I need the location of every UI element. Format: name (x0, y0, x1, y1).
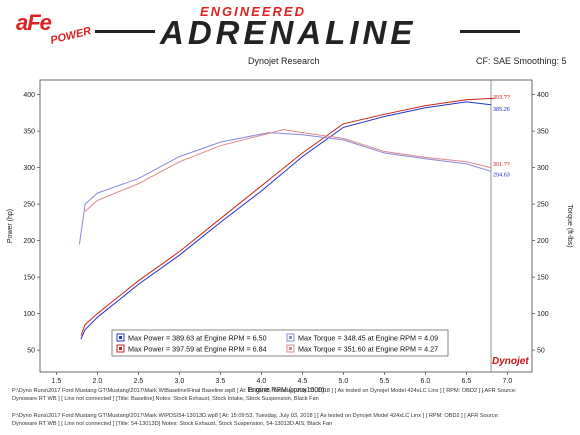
x-tick-label: 6.0 (421, 378, 431, 385)
banner-main-text: ADRENALINE (160, 14, 417, 51)
x-tick-label: 6.5 (462, 378, 472, 385)
dynojet-watermark: Dynojet (492, 356, 529, 367)
x-tick-label: 5.5 (380, 378, 390, 385)
y-right-tick-label: 200 (537, 238, 549, 245)
legend-entry: Max Torque = 351.60 at Engine RPM = 4.27 (298, 345, 438, 354)
chart-subtitle: Dynojet Research (248, 56, 320, 66)
x-tick-label: 1.5 (52, 378, 62, 385)
x-tick-label: 4.0 (257, 378, 267, 385)
chart-settings: CF: SAE Smoothing: 5 (476, 56, 567, 66)
logo-afe-text: aFe (16, 10, 52, 35)
footer-line-1: P:\Dyno Runs\2017 Ford Mustang GT\Mustan… (12, 388, 517, 394)
y-left-tick-label: 150 (23, 275, 35, 282)
y-right-tick-label: 300 (537, 165, 549, 172)
cursor-value-label: 294.63 (493, 173, 510, 179)
y-right-tick-label: 150 (537, 275, 549, 282)
y-left-tick-label: 200 (23, 238, 35, 245)
legend-entry: Max Torque = 348.45 at Engine RPM = 4.09 (298, 334, 438, 343)
x-tick-label: 5.0 (339, 378, 349, 385)
legend-entry: Max Power = 389.63 at Engine RPM = 6.50 (128, 334, 267, 343)
legend-swatch-dot (289, 336, 292, 339)
footer-line-2: Dynoware RT WB ] [ Linx not connected ] … (12, 396, 319, 402)
cursor-value-label: 301.?? (493, 162, 510, 168)
y-right-tick-label: 100 (537, 311, 549, 318)
banner-rule-right (460, 30, 520, 33)
legend-box (111, 329, 449, 357)
x-tick-label: 3.5 (216, 378, 226, 385)
banner-rule-left (95, 30, 155, 33)
y-left-tick-label: 400 (23, 92, 35, 99)
series-line-4 (84, 129, 492, 212)
legend-swatch-dot (289, 347, 292, 350)
cursor-value-label: 393.?? (493, 95, 510, 101)
y-right-tick-label: 400 (537, 92, 549, 99)
y-left-axis-label: Power (hp) (7, 209, 14, 243)
y-left-tick-label: 350 (23, 129, 35, 136)
banner-top-text: ENGINEERED (200, 4, 306, 19)
y-left-tick-label: 300 (23, 165, 35, 172)
y-left-tick-label: 50 (27, 348, 35, 355)
y-right-tick-label: 250 (537, 202, 549, 209)
x-tick-label: 2.0 (93, 378, 103, 385)
x-tick-label: 3.0 (175, 378, 185, 385)
x-axis-label: Engine RPM (rpmx1000) (247, 387, 324, 394)
y-right-tick-label: 50 (537, 348, 545, 355)
legend-swatch-dot (119, 336, 122, 339)
x-tick-label: 4.5 (298, 378, 308, 385)
series-line-3 (78, 132, 492, 245)
series-line-1 (80, 101, 492, 340)
y-left-tick-label: 250 (23, 202, 35, 209)
legend-entry: Max Power = 397.59 at Engine RPM = 6.84 (128, 345, 267, 354)
series-line-2 (80, 97, 495, 336)
cursor-value-label: 385.26 (493, 107, 510, 113)
y-left-tick-label: 100 (23, 311, 35, 318)
y-right-axis-label: Torque (ft-lbs) (566, 204, 573, 247)
footer-line-3: P:\Dyno Runs\2017 Ford Mustang GT\Mustan… (12, 413, 500, 419)
afe-power-logo: aFe POWER (8, 4, 92, 48)
legend-swatch-dot (119, 347, 122, 350)
x-tick-label: 2.5 (134, 378, 144, 385)
x-tick-label: 7.0 (503, 378, 513, 385)
plot-area (39, 79, 533, 373)
footer-line-4: Dynoware RT WB ] [ Linx not connected ] … (12, 421, 333, 427)
y-right-tick-label: 350 (537, 129, 549, 136)
